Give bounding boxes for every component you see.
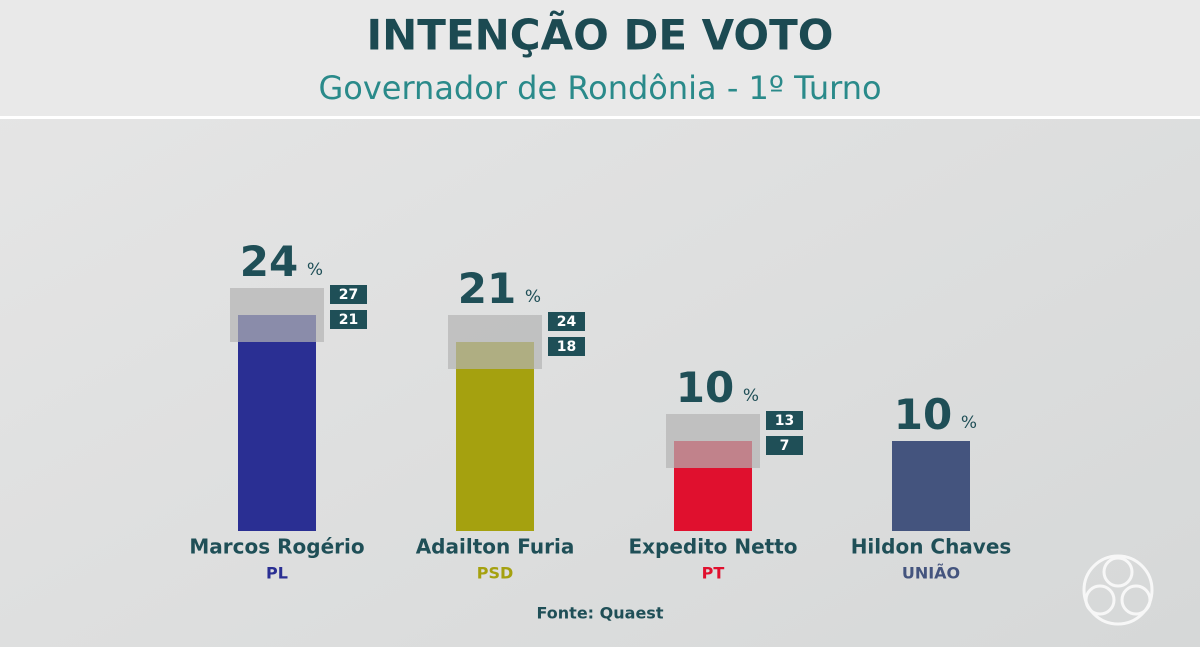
party-label: PSD — [477, 564, 514, 583]
source: Fonte: Quaest — [537, 604, 664, 623]
lower-label: 7 — [780, 438, 790, 454]
x-tick-label: Hildon Chaves — [851, 535, 1012, 559]
value-unit: % — [307, 260, 323, 280]
bar — [238, 315, 316, 531]
upper-box — [330, 285, 367, 304]
value-number: 10 — [894, 390, 952, 439]
bar — [892, 441, 970, 531]
party-label: PT — [702, 564, 725, 583]
error-band — [230, 288, 324, 342]
x-tick-label: Adailton Furia — [416, 535, 575, 559]
value-number: 24 — [240, 237, 298, 286]
value-number: 21 — [458, 264, 516, 313]
upper-label: 24 — [557, 314, 577, 330]
value-unit: % — [525, 287, 541, 307]
bar — [456, 342, 534, 531]
chart-title: INTENÇÃO DE VOTO — [367, 10, 834, 60]
lower-label: 18 — [557, 339, 576, 355]
lower-box — [330, 310, 367, 329]
upper-box — [766, 411, 803, 430]
x-tick-label: Expedito Netto — [628, 535, 797, 559]
party-label: PL — [266, 564, 288, 583]
chart-subtitle: Governador de Rondônia - 1º Turno — [318, 69, 881, 107]
value-label: 10 — [894, 390, 952, 439]
x-tick-label: Marcos Rogério — [189, 535, 364, 559]
error-band — [448, 315, 542, 369]
error-band — [666, 414, 760, 468]
header-band — [0, 0, 1200, 116]
logo — [1082, 554, 1154, 626]
value-label: 21 — [458, 264, 516, 313]
value-label: 24 — [240, 237, 298, 286]
value-label: 10 — [676, 363, 734, 412]
upper-label: 27 — [339, 287, 358, 303]
lower-box — [548, 337, 585, 356]
party-label: UNIÃO — [902, 564, 960, 583]
upper-box — [548, 312, 585, 331]
lower-label: 21 — [339, 312, 358, 328]
header-rule — [0, 116, 1200, 119]
value-unit: % — [961, 413, 977, 433]
lower-box — [766, 436, 803, 455]
value-number: 10 — [676, 363, 734, 412]
value-unit: % — [743, 386, 759, 406]
upper-label: 13 — [775, 413, 794, 429]
